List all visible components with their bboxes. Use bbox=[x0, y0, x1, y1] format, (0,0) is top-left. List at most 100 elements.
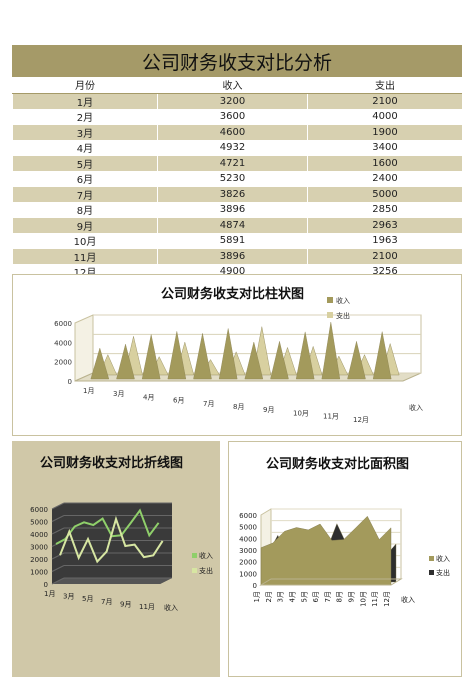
cell-expense: 3400 bbox=[307, 140, 462, 156]
finance-table: 月份 收入 支出 1月 3200 2100 2月 3600 4000 3月 4600 1900 4… bbox=[12, 77, 462, 280]
table-row: 4月 4932 3400 bbox=[12, 140, 462, 156]
area-x-tick: 2月 bbox=[265, 591, 273, 602]
area-legend-swatch-income bbox=[429, 556, 434, 561]
bar-x-tick: 6月 bbox=[173, 397, 184, 405]
bar-y-tick: 0 bbox=[68, 378, 72, 386]
area-y-tick: 2000 bbox=[239, 559, 257, 567]
cell-income: 5891 bbox=[156, 233, 308, 249]
area-x-tick: 4月 bbox=[289, 591, 297, 602]
cell-income: 4874 bbox=[156, 217, 308, 233]
cell-month: 2月 bbox=[12, 109, 158, 125]
table-row: 6月 5230 2400 bbox=[12, 171, 462, 187]
bar-x-tick: 1月 bbox=[83, 387, 94, 395]
line-gridline bbox=[51, 502, 65, 510]
table-row: 1月 3200 2100 bbox=[12, 93, 462, 109]
line-gridline bbox=[51, 552, 65, 560]
header-expense: 支出 bbox=[307, 77, 462, 94]
line-y-tick: 4000 bbox=[30, 531, 48, 539]
income-cone bbox=[295, 331, 315, 380]
area-chart-panel: 公司财务收支对比面积图 0 1000 2000 3000 4000 5000 6000 1月 2… bbox=[228, 441, 462, 677]
bar-x-tick: 12月 bbox=[353, 416, 369, 424]
area-y-tick: 6000 bbox=[239, 512, 257, 520]
table-row: 8月 3896 2850 bbox=[12, 202, 462, 218]
cell-expense: 1963 bbox=[307, 233, 462, 249]
line-x-tick: 7月 bbox=[101, 598, 112, 606]
line-y-tick: 3000 bbox=[30, 544, 48, 552]
table-row: 10月 5891 1963 bbox=[12, 233, 462, 249]
cell-expense: 5000 bbox=[307, 186, 462, 202]
page-title: 公司财务收支对比分析 bbox=[12, 45, 462, 77]
cell-month: 8月 bbox=[12, 202, 158, 218]
cell-income: 4932 bbox=[156, 140, 308, 156]
area-y-tick: 4000 bbox=[239, 535, 257, 543]
income-cone bbox=[90, 347, 110, 380]
cell-income: 4600 bbox=[156, 124, 308, 140]
cell-income: 3896 bbox=[156, 202, 308, 218]
cell-month: 1月 bbox=[12, 93, 158, 109]
area-x-tick: 1月 bbox=[253, 591, 261, 602]
area-x-tick: 8月 bbox=[336, 591, 344, 602]
line-y-tick: 5000 bbox=[30, 519, 48, 527]
bar-y-tick: 4000 bbox=[54, 339, 72, 347]
area-x-axis-label: 收入 bbox=[401, 595, 415, 604]
bar-y-tick: 6000 bbox=[54, 320, 72, 328]
area-y-tick: 5000 bbox=[239, 524, 257, 532]
income-cone bbox=[244, 341, 264, 380]
table-row: 9月 4874 2963 bbox=[12, 217, 462, 233]
area-x-tick: 12月 bbox=[383, 591, 391, 607]
area-y-tick: 3000 bbox=[239, 547, 257, 555]
income-cone bbox=[116, 343, 135, 380]
expense-line bbox=[59, 515, 164, 564]
table-body: 1月 3200 2100 2月 3600 4000 3月 4600 1900 4月 4932 3400… bbox=[12, 93, 462, 280]
header-month: 月份 bbox=[12, 77, 158, 94]
cell-expense: 2400 bbox=[307, 171, 462, 187]
header-income: 收入 bbox=[156, 77, 308, 94]
cell-expense: 4000 bbox=[307, 109, 462, 125]
line-floor bbox=[52, 578, 172, 584]
bar-x-axis-label: 收入 bbox=[409, 403, 423, 412]
line-y-tick: 6000 bbox=[30, 506, 48, 514]
cell-expense: 2850 bbox=[307, 202, 462, 218]
cell-income: 4721 bbox=[156, 155, 308, 171]
cell-month: 4月 bbox=[12, 140, 158, 156]
bar-legend-swatch-expense bbox=[327, 312, 333, 318]
table-row: 5月 4721 1600 bbox=[12, 155, 462, 171]
bar-chart-panel: 公司财务收支对比柱状图 0 2000 4000 6000 1月 3月 4月 6月 7月 8月 9月 1… bbox=[12, 274, 462, 436]
income-cone bbox=[372, 331, 392, 380]
table-row: 3月 4600 1900 bbox=[12, 124, 462, 140]
area-y-tick: 0 bbox=[253, 582, 257, 590]
line-chart-title: 公司财务收支对比折线图 bbox=[40, 456, 184, 471]
cell-month: 3月 bbox=[12, 124, 158, 140]
table-row: 7月 3826 5000 bbox=[12, 186, 462, 202]
area-floor bbox=[259, 578, 403, 586]
bar-legend-income: 收入 bbox=[336, 296, 350, 305]
table-header-row: 月份 收入 支出 bbox=[12, 77, 462, 94]
line-legend-swatch-income bbox=[192, 553, 197, 558]
line-x-axis-label: 收入 bbox=[164, 603, 178, 612]
line-legend-swatch-expense bbox=[192, 568, 197, 573]
line-legend-expense: 支出 bbox=[199, 566, 213, 575]
line-chart-panel: 公司财务收支对比折线图 0 1000 2000 3000 4000 5000 6000 1月 3… bbox=[12, 441, 220, 677]
bar-legend-expense: 支出 bbox=[336, 311, 350, 320]
income-cone bbox=[167, 331, 187, 380]
income-cone bbox=[218, 328, 238, 380]
area-legend-expense: 支出 bbox=[436, 568, 450, 577]
area-x-tick: 7月 bbox=[324, 591, 332, 602]
table-row: 2月 3600 4000 bbox=[12, 109, 462, 125]
cell-month: 6月 bbox=[12, 171, 158, 187]
cell-month: 11月 bbox=[12, 248, 158, 264]
bar-chart-title: 公司财务收支对比柱状图 bbox=[161, 287, 305, 302]
cell-income: 3896 bbox=[156, 248, 308, 264]
bar-x-tick: 3月 bbox=[113, 390, 124, 398]
bar-x-tick: 8月 bbox=[233, 403, 244, 411]
cell-month: 7月 bbox=[12, 186, 158, 202]
area-x-tick: 9月 bbox=[348, 591, 356, 602]
income-cone bbox=[321, 322, 341, 380]
cell-income: 3200 bbox=[156, 93, 308, 109]
income-line bbox=[55, 508, 160, 545]
bar-x-tick: 9月 bbox=[263, 406, 274, 414]
area-x-tick: 11月 bbox=[371, 591, 379, 607]
income-cone bbox=[141, 334, 161, 380]
line-x-tick: 9月 bbox=[120, 600, 131, 608]
cell-expense: 2100 bbox=[307, 93, 462, 109]
